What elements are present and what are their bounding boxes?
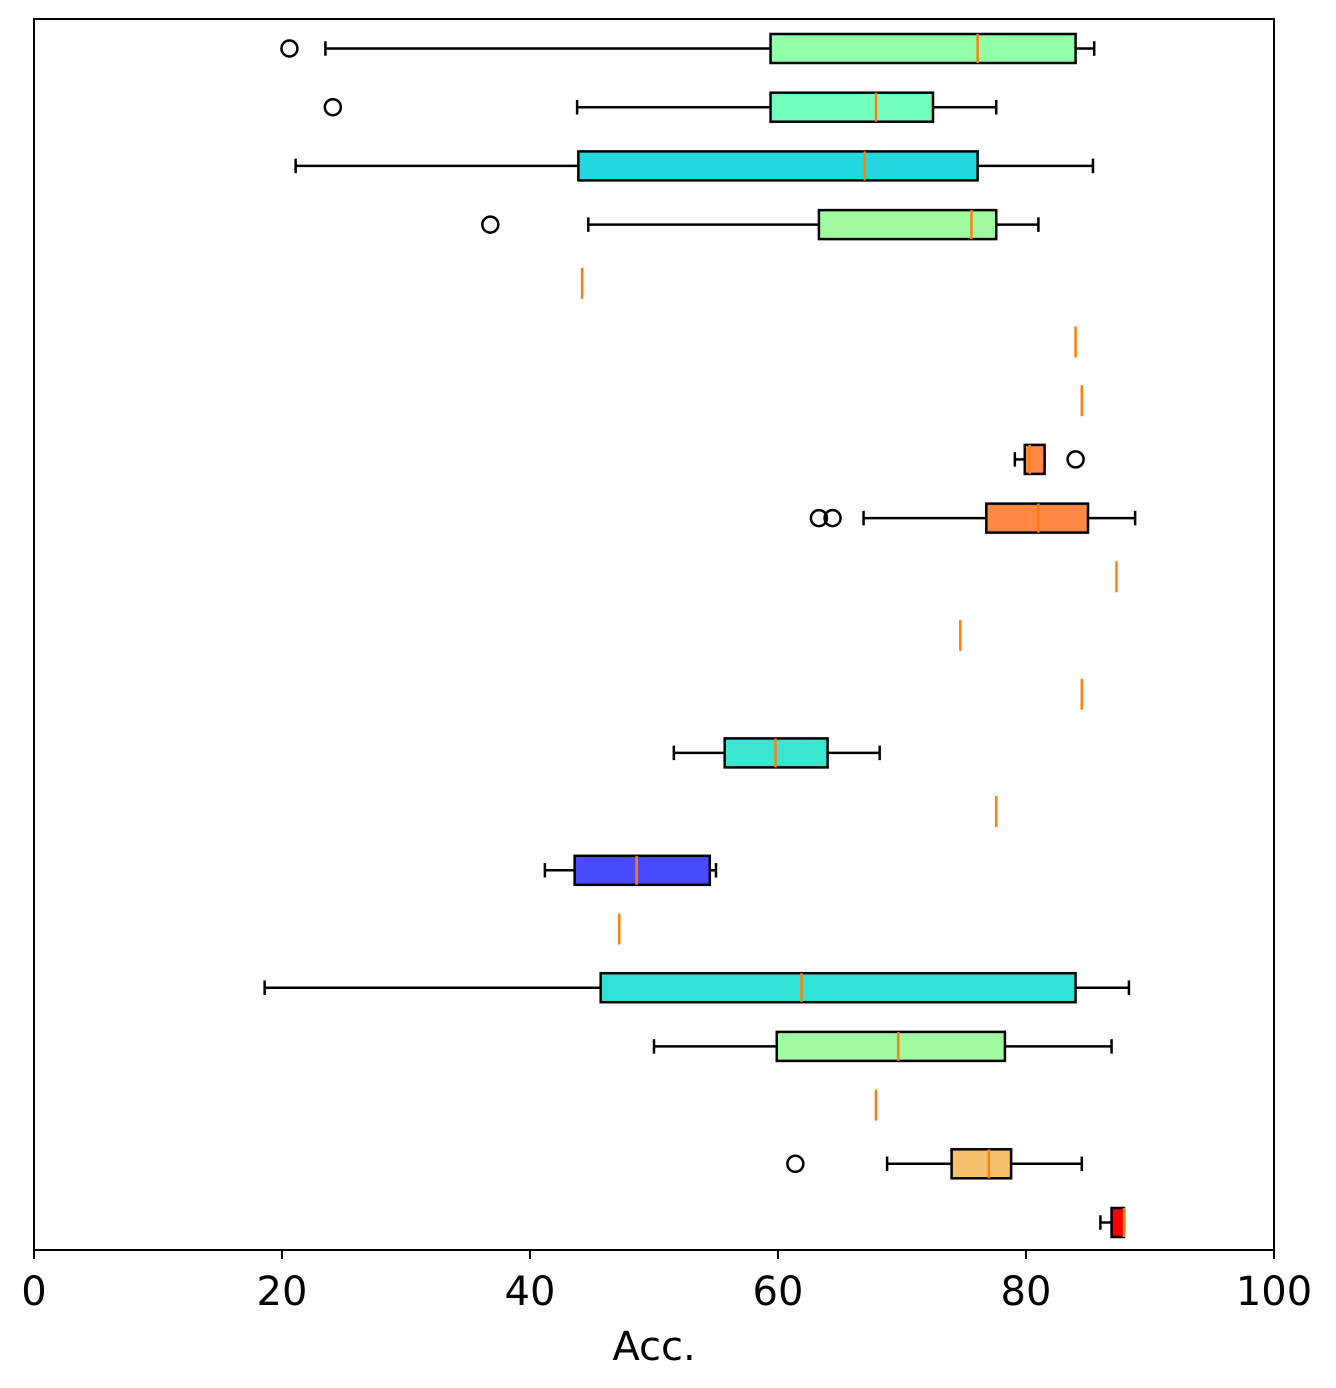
plot-area <box>263 32 1137 1239</box>
iqr-box <box>577 150 979 182</box>
iqr-box <box>1023 443 1046 476</box>
outlier-point <box>280 39 299 58</box>
box-17 <box>263 971 1131 1004</box>
x-tick-label: 40 <box>505 1269 556 1315</box>
x-axis-label: Acc. <box>612 1324 695 1370</box>
outlier-point <box>1066 450 1085 469</box>
x-axis: 0 20 40 60 80 100 <box>21 1250 1312 1315</box>
box-1 <box>280 32 1096 65</box>
box-20 <box>786 1148 1084 1180</box>
box-13 <box>672 737 881 769</box>
box-18 <box>652 1030 1113 1063</box>
outlier-point <box>809 508 829 528</box>
iqr-box <box>599 971 1077 1004</box>
iqr-box <box>573 854 712 887</box>
box-9 <box>809 502 1137 534</box>
x-tick-label: 60 <box>753 1269 804 1315</box>
box-2 <box>323 91 998 123</box>
box-3 <box>294 150 1095 182</box>
plot-frame <box>33 18 1275 1251</box>
iqr-box <box>817 208 998 241</box>
x-tick-label: 100 <box>1236 1269 1312 1315</box>
box-4 <box>481 208 1040 241</box>
x-tick-label: 0 <box>21 1269 46 1315</box>
iqr-box <box>1110 1206 1126 1239</box>
x-tick-label: 80 <box>1001 1269 1052 1315</box>
iqr-box <box>950 1148 1013 1180</box>
x-tick-label: 20 <box>257 1269 308 1315</box>
iqr-box <box>769 91 935 123</box>
outlier-point <box>323 97 343 117</box>
box-21 <box>1099 1206 1126 1239</box>
outlier-point <box>823 508 842 528</box>
box-15 <box>543 854 718 887</box>
iqr-box <box>769 32 1077 65</box>
outlier-point <box>786 1154 805 1174</box>
outlier-point <box>481 215 500 234</box>
box-8 <box>1013 443 1085 476</box>
iqr-box <box>775 1030 1007 1063</box>
